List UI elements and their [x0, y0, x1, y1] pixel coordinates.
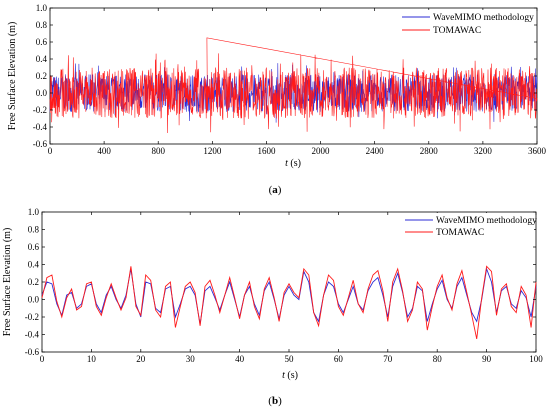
- x-tick-label-a-5: 2000: [312, 146, 331, 156]
- x-tick-label-b-8: 80: [433, 354, 443, 364]
- x-tick-label-b-9: 90: [482, 354, 492, 364]
- y-axis-label-a: Free Surface Elevation (m): [7, 22, 18, 131]
- ticks-group-b: 0 10 20 30 40 50 60 70 80 90 100 -0.6 -0.4 -0.2 0.0 0.2…: [25, 207, 544, 364]
- x-tick-label-a-8: 3200: [474, 146, 493, 156]
- y-tick-label-a-5: 0.4: [36, 54, 48, 64]
- x-tick-label-b-3: 30: [186, 354, 196, 364]
- y-tick-label-b-8: 1.0: [28, 207, 40, 217]
- y-tick-label-b-4: 0.2: [28, 277, 39, 287]
- y-tick-label-b-3: 0.0: [28, 295, 40, 305]
- y-tick-label-a-2: -0.2: [33, 105, 47, 115]
- y-tick-label-b-0: -0.6: [25, 347, 40, 357]
- x-axis-label-a: t (s): [285, 158, 301, 169]
- x-tick-label-b-4: 40: [235, 354, 245, 364]
- y-tick-label-a-7: 0.8: [36, 20, 48, 30]
- legend-box-b: [400, 213, 534, 241]
- legend-label-a-0: WaveMIMO methodology: [433, 13, 534, 23]
- y-tick-label-a-1: -0.4: [33, 122, 48, 132]
- y-tick-label-b-2: -0.2: [25, 312, 39, 322]
- y-tick-label-a-3: 0.0: [36, 88, 48, 98]
- x-tick-label-a-2: 800: [151, 146, 165, 156]
- x-tick-label-b-5: 50: [285, 354, 295, 364]
- y-tick-label-b-6: 0.6: [28, 242, 40, 252]
- series-line-b-1: [41, 265, 537, 339]
- series-group-a: [49, 37, 538, 134]
- legend-box-a: [398, 10, 534, 42]
- x-tick-label-a-4: 1600: [257, 146, 276, 156]
- x-tick-label-a-1: 400: [97, 146, 111, 156]
- y-tick-label-b-5: 0.4: [28, 260, 40, 270]
- x-tick-label-b-7: 70: [383, 354, 393, 364]
- series-line-a-1: [49, 37, 538, 134]
- y-tick-label-a-0: -0.6: [33, 139, 48, 149]
- legend-label-a-1: TOMAWAC: [433, 26, 481, 36]
- x-tick-label-b-0: 0: [40, 354, 45, 364]
- chart-panel-b: 0 10 20 30 40 50 60 70 80 90 100 -0.6 -0.4 -0.2 0.0 0.2…: [2, 207, 543, 407]
- x-axis-unit-a: (s): [288, 158, 301, 169]
- series-group-b: [41, 265, 537, 339]
- y-tick-label-b-7: 0.8: [28, 225, 40, 235]
- legend-label-b-1: TOMAWAC: [436, 228, 484, 238]
- y-tick-label-a-8: 1.0: [36, 3, 48, 13]
- panel-label-a: (a): [269, 184, 282, 196]
- x-axis-var-a: t: [285, 158, 288, 169]
- x-tick-label-b-10: 100: [529, 354, 543, 364]
- chart-panel-a: 0 400 800 1200 1600 2000 2400 2800 3200 3600 -0.6 -…: [7, 3, 547, 196]
- legend-label-b-0: WaveMIMO methodology: [436, 216, 537, 226]
- x-tick-label-a-3: 1200: [203, 146, 222, 156]
- x-axis-label-b: t (s): [282, 370, 298, 381]
- y-tick-label-a-6: 0.6: [36, 37, 48, 47]
- x-axis-unit-b: (s): [285, 370, 298, 381]
- panel-label-b: (b): [268, 395, 282, 407]
- y-tick-label-b-1: -0.4: [25, 330, 40, 340]
- y-axis-label-b: Free Surface Elevation (m): [2, 228, 13, 337]
- x-tick-label-b-1: 10: [87, 354, 97, 364]
- x-tick-label-b-2: 20: [136, 354, 146, 364]
- x-tick-label-a-6: 2400: [366, 146, 385, 156]
- x-tick-label-a-0: 0: [48, 146, 53, 156]
- x-axis-var-b: t: [282, 370, 285, 381]
- x-tick-label-b-6: 60: [334, 354, 344, 364]
- x-tick-label-a-7: 2800: [420, 146, 439, 156]
- x-tick-label-a-9: 3600: [528, 146, 547, 156]
- y-tick-label-a-4: 0.2: [36, 71, 47, 81]
